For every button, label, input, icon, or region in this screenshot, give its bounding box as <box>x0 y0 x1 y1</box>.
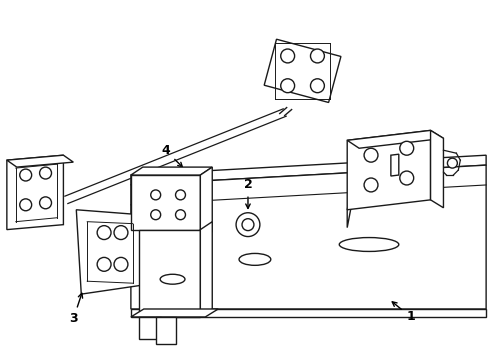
Circle shape <box>236 213 260 237</box>
Circle shape <box>364 148 378 162</box>
Circle shape <box>400 141 414 155</box>
Circle shape <box>114 226 128 239</box>
Circle shape <box>242 219 254 231</box>
Polygon shape <box>347 148 359 228</box>
Circle shape <box>281 79 294 93</box>
Circle shape <box>20 199 32 211</box>
Polygon shape <box>139 230 200 317</box>
Circle shape <box>40 197 51 209</box>
Circle shape <box>97 257 111 271</box>
Polygon shape <box>156 317 175 344</box>
Circle shape <box>97 226 111 239</box>
Circle shape <box>311 49 324 63</box>
Circle shape <box>40 167 51 179</box>
Circle shape <box>175 210 185 220</box>
Circle shape <box>175 190 185 200</box>
Polygon shape <box>7 155 63 230</box>
Polygon shape <box>264 39 341 103</box>
Polygon shape <box>131 155 486 185</box>
Polygon shape <box>200 167 212 242</box>
Ellipse shape <box>160 274 185 284</box>
Circle shape <box>151 190 161 200</box>
Text: 1: 1 <box>392 302 415 323</box>
Circle shape <box>400 171 414 185</box>
Polygon shape <box>139 317 161 339</box>
Polygon shape <box>431 130 443 208</box>
Polygon shape <box>7 155 73 167</box>
Polygon shape <box>131 167 212 175</box>
Ellipse shape <box>339 238 399 251</box>
Polygon shape <box>347 130 443 148</box>
Polygon shape <box>200 222 212 317</box>
Polygon shape <box>131 165 486 309</box>
Circle shape <box>20 169 32 181</box>
Circle shape <box>281 49 294 63</box>
Polygon shape <box>347 130 431 210</box>
Circle shape <box>311 79 324 93</box>
Text: 2: 2 <box>244 179 252 208</box>
Polygon shape <box>131 175 200 230</box>
Polygon shape <box>131 309 486 317</box>
Circle shape <box>114 257 128 271</box>
Ellipse shape <box>239 253 271 265</box>
Circle shape <box>447 158 457 168</box>
Circle shape <box>151 210 161 220</box>
Polygon shape <box>76 210 149 294</box>
Polygon shape <box>131 309 218 317</box>
Text: 3: 3 <box>69 293 83 325</box>
Text: 4: 4 <box>161 144 182 167</box>
Circle shape <box>364 178 378 192</box>
Polygon shape <box>391 154 399 176</box>
